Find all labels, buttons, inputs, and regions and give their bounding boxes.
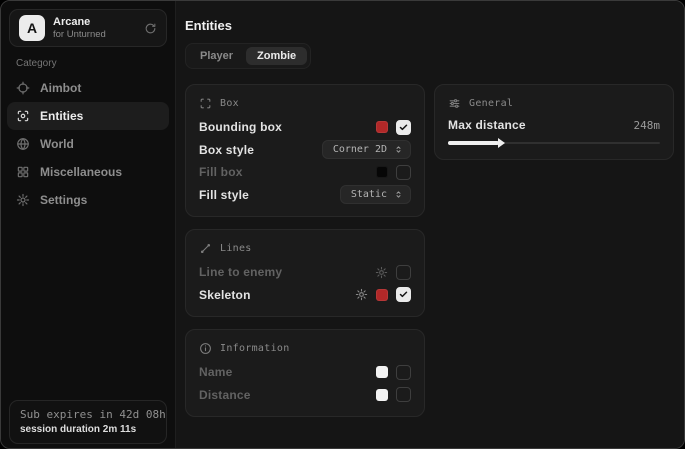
setting-row-bounding-box: Bounding box: [199, 116, 411, 139]
sidebar-item-aimbot[interactable]: Aimbot: [7, 74, 169, 102]
subscription-expiry: Sub expires in 42d 08h: [20, 408, 166, 421]
sidebar: A Arcane for Unturned Category Aimbot: [1, 1, 176, 448]
crosshair-icon: [16, 81, 30, 95]
checkbox-fill-box[interactable]: [396, 164, 411, 180]
sidebar-item-entities[interactable]: Entities: [7, 102, 169, 130]
refresh-icon[interactable]: [144, 22, 157, 35]
color-swatch[interactable]: [376, 288, 388, 301]
category-label: Category: [16, 58, 57, 69]
scan-icon: [16, 109, 30, 123]
setting-row-name: Name: [199, 361, 411, 384]
sliders-icon: [448, 97, 461, 110]
setting-row-box-style: Box style Corner 2D: [199, 139, 411, 162]
sidebar-item-label: Settings: [40, 193, 88, 207]
checkbox-name[interactable]: [396, 364, 411, 380]
brand-card: A Arcane for Unturned: [9, 9, 167, 47]
setting-row-fill-style: Fill style Static: [199, 184, 411, 207]
checkbox-bounding-box[interactable]: [396, 119, 411, 135]
gear-icon: [16, 193, 30, 207]
card-title: Lines: [220, 242, 252, 254]
max-distance-value: 248m: [633, 118, 661, 132]
check-icon: [399, 124, 408, 130]
box-corners-icon: [199, 97, 212, 110]
card-title: Information: [220, 342, 290, 354]
settings-gear-icon[interactable]: [375, 266, 388, 279]
settings-gear-icon[interactable]: [355, 288, 368, 301]
box-card: Box Bounding box Box style: [185, 84, 425, 217]
information-card: Information Name Distance: [185, 329, 425, 417]
page-title: Entities: [185, 18, 232, 33]
setting-row-max-distance: Max distance 248m: [448, 118, 661, 132]
dropdown-value: Corner 2D: [332, 144, 387, 156]
tab-player[interactable]: Player: [200, 50, 234, 62]
chevrons-up-down-icon: [394, 190, 403, 199]
color-swatch[interactable]: [376, 166, 388, 179]
info-icon: [199, 342, 212, 355]
fill-style-dropdown[interactable]: Static: [339, 185, 411, 205]
card-title: Box: [220, 97, 239, 109]
grid-icon: [16, 165, 30, 179]
general-card: General Max distance 248m: [434, 84, 674, 160]
checkbox-distance[interactable]: [396, 387, 411, 403]
setting-row-fill-box: Fill box: [199, 161, 411, 184]
color-swatch[interactable]: [376, 388, 388, 401]
box-style-dropdown[interactable]: Corner 2D: [321, 140, 411, 160]
content-area: Box Bounding box Box style: [185, 84, 674, 417]
card-title: General: [469, 97, 514, 109]
setting-row-line-to-enemy: Line to enemy: [199, 261, 411, 284]
color-swatch[interactable]: [376, 366, 388, 379]
sidebar-item-label: Miscellaneous: [40, 165, 123, 179]
dropdown-value: Static: [350, 189, 387, 201]
avatar: A: [19, 15, 45, 41]
brand-title: Arcane: [53, 15, 91, 28]
brand-subtitle: for Unturned: [53, 28, 106, 40]
slider-track: [448, 142, 660, 144]
line-icon: [199, 242, 212, 255]
subscription-box: Sub expires in 42d 08h session duration …: [9, 400, 167, 444]
sidebar-item-world[interactable]: World: [7, 130, 169, 158]
sidebar-item-label: Entities: [40, 109, 84, 123]
session-duration: session duration 2m 11s: [20, 424, 137, 435]
tab-zombie[interactable]: Zombie: [246, 47, 308, 65]
sidebar-item-settings[interactable]: Settings: [7, 186, 169, 214]
sidebar-nav: Aimbot Entities World Miscellaneous: [1, 74, 175, 214]
checkbox-line-to-enemy[interactable]: [396, 264, 411, 280]
left-column: Box Bounding box Box style: [185, 84, 425, 417]
color-swatch[interactable]: [376, 121, 388, 134]
lines-card: Lines Line to enemy Skeleton: [185, 229, 425, 317]
entity-tabs: Player Zombie: [185, 43, 312, 69]
right-column: General Max distance 248m: [434, 84, 674, 160]
slider-thumb[interactable]: [497, 138, 505, 148]
main-panel: Entities Player Zombie Box Bounding bo: [176, 1, 684, 448]
setting-row-distance: Distance: [199, 384, 411, 407]
sidebar-item-label: Aimbot: [40, 81, 82, 95]
checkbox-skeleton[interactable]: [396, 287, 411, 303]
max-distance-slider[interactable]: [448, 137, 660, 149]
sidebar-item-miscellaneous[interactable]: Miscellaneous: [7, 158, 169, 186]
setting-row-skeleton: Skeleton: [199, 284, 411, 307]
slider-fill: [448, 138, 505, 148]
sidebar-item-label: World: [40, 137, 74, 151]
check-icon: [399, 291, 408, 298]
globe-icon: [16, 137, 30, 151]
chevrons-up-down-icon: [394, 145, 403, 154]
